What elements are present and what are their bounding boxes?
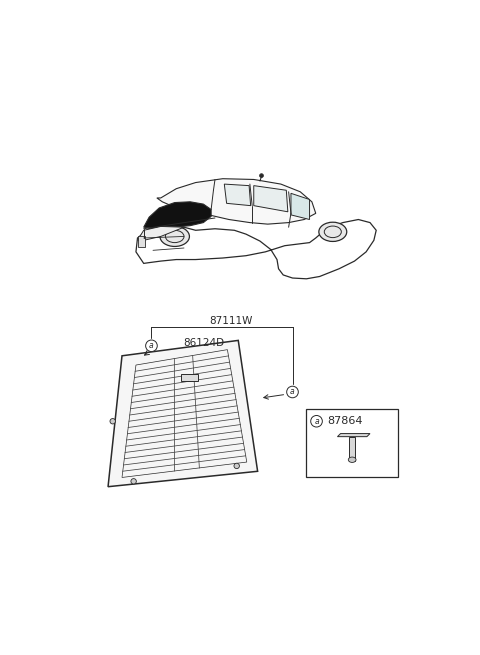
Circle shape (131, 479, 136, 484)
Text: a: a (149, 341, 154, 350)
Polygon shape (254, 185, 288, 212)
Circle shape (311, 415, 323, 427)
FancyBboxPatch shape (306, 409, 398, 477)
Circle shape (110, 419, 115, 424)
Text: 87111W: 87111W (209, 316, 252, 326)
Polygon shape (337, 434, 370, 437)
Ellipse shape (348, 457, 356, 462)
Polygon shape (137, 227, 184, 240)
Polygon shape (224, 184, 251, 206)
Ellipse shape (319, 222, 347, 242)
FancyBboxPatch shape (137, 236, 145, 247)
Polygon shape (108, 341, 258, 487)
Text: a: a (314, 417, 319, 426)
Circle shape (234, 463, 240, 468)
Ellipse shape (160, 227, 190, 246)
Polygon shape (349, 437, 355, 461)
Circle shape (287, 386, 298, 398)
Text: a: a (290, 388, 295, 396)
Circle shape (260, 174, 264, 178)
Circle shape (145, 340, 157, 352)
FancyBboxPatch shape (181, 374, 198, 381)
Text: 86124D: 86124D (183, 338, 224, 348)
Text: 87864: 87864 (327, 416, 363, 426)
Polygon shape (157, 179, 316, 224)
Polygon shape (144, 202, 211, 229)
Polygon shape (291, 193, 310, 219)
